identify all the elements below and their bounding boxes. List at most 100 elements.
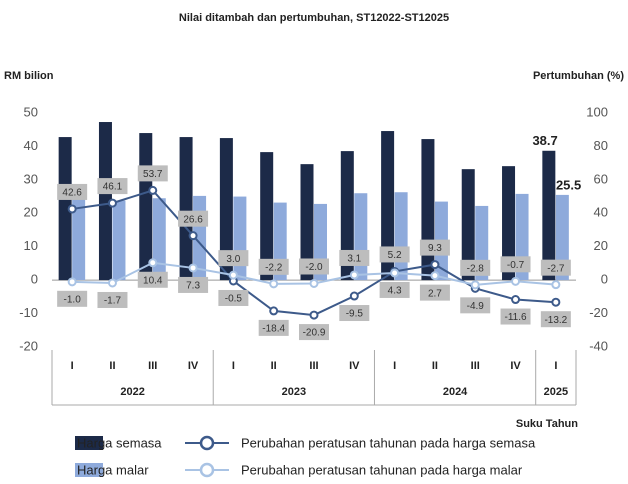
data-label: 5.2 <box>388 250 402 261</box>
bar <box>421 139 435 281</box>
line-marker <box>148 258 158 268</box>
data-label-box <box>460 259 491 276</box>
bar <box>354 193 368 281</box>
x-tick-label: II <box>432 360 438 372</box>
legend-marker <box>199 435 215 451</box>
y2-tick-label: -40 <box>589 338 608 353</box>
data-label: 10.4 <box>143 275 163 286</box>
bar <box>555 194 569 281</box>
legend-swatch <box>75 463 103 477</box>
y2-tick-label: 80 <box>594 138 608 153</box>
data-label: -2.8 <box>467 263 485 274</box>
data-label-box <box>97 178 128 195</box>
bar <box>542 150 556 281</box>
data-label-box <box>379 246 410 263</box>
x-axis-label: Suku Tahun <box>516 418 578 430</box>
data-label: 3.1 <box>347 254 361 265</box>
y-tick-label: -10 <box>19 305 38 320</box>
data-label: -2.2 <box>265 262 283 273</box>
bar <box>219 138 233 281</box>
y-tick-label: 40 <box>24 138 38 153</box>
bar-value-label: 38.7 <box>532 133 557 148</box>
data-label: 9.3 <box>428 243 442 254</box>
data-label-box <box>299 258 329 275</box>
y2-tick-label: 100 <box>586 104 608 119</box>
bar <box>340 151 354 281</box>
line-marker <box>390 268 400 278</box>
data-label-box <box>339 249 370 266</box>
bar <box>502 166 516 281</box>
line-marker <box>67 277 77 287</box>
x-tick-label: III <box>148 360 157 372</box>
data-label-box <box>218 250 249 267</box>
data-label: -9.5 <box>346 309 364 320</box>
x-tick-label: I <box>71 360 74 372</box>
x-tick-label: IV <box>349 360 360 372</box>
data-label-box <box>379 281 410 298</box>
line-marker <box>269 306 279 316</box>
y2-tick-label: 40 <box>594 205 608 220</box>
bar <box>152 198 166 281</box>
data-label-box <box>57 183 88 200</box>
x-group-label: 2024 <box>443 386 468 398</box>
x-tick-label: II <box>109 360 115 372</box>
data-label-box <box>460 297 491 314</box>
y-tick-label: 50 <box>24 104 38 119</box>
bar <box>72 198 86 281</box>
data-label-box <box>97 291 128 308</box>
bar-value-label: 25.5 <box>556 177 581 192</box>
y-tick-label: -20 <box>19 338 38 353</box>
data-label: 2.7 <box>428 288 442 299</box>
data-label: -1.7 <box>104 296 122 307</box>
line-marker <box>551 297 561 307</box>
data-label-box <box>178 210 209 227</box>
x-tick-label: III <box>471 360 480 372</box>
data-label: -0.7 <box>507 260 525 271</box>
x-tick-label: IV <box>188 360 199 372</box>
y-tick-label: 30 <box>24 171 38 186</box>
data-label: 42.6 <box>62 188 82 199</box>
data-label-box <box>218 289 249 306</box>
bar <box>300 164 314 281</box>
data-label-box <box>500 308 531 325</box>
data-label-box <box>540 259 571 276</box>
legend-swatch <box>75 436 103 450</box>
bar <box>179 137 193 281</box>
legend-label: Harga semasa <box>77 435 162 450</box>
bar <box>233 196 247 281</box>
line-marker <box>430 260 440 270</box>
data-label-box <box>339 305 370 322</box>
data-label: 4.3 <box>388 286 402 297</box>
x-tick-label: I <box>393 360 396 372</box>
y2-tick-label: -20 <box>589 305 608 320</box>
x-tick-label: II <box>271 360 277 372</box>
bar <box>381 131 395 281</box>
data-label: -1.0 <box>64 294 82 305</box>
line-marker <box>228 270 238 280</box>
x-group-label: 2023 <box>282 386 306 398</box>
line-marker <box>269 279 279 289</box>
y2-axis-label: Pertumbuhan (%) <box>533 70 624 82</box>
data-label-box <box>137 165 168 182</box>
line-marker <box>349 270 359 280</box>
line-marker <box>511 276 521 286</box>
chart-title: Nilai ditambah dan pertumbuhan, ST12022-… <box>179 12 449 24</box>
line-marker <box>188 263 198 273</box>
data-label: -13.2 <box>544 315 567 326</box>
bar <box>58 137 72 281</box>
legend-label: Perubahan peratusan tahunan pada harga m… <box>241 462 523 477</box>
line-marker <box>309 278 319 288</box>
x-tick-label: IV <box>510 360 521 372</box>
data-label: -20.9 <box>303 328 326 339</box>
line-marker <box>470 280 480 290</box>
y2-tick-label: 60 <box>594 171 608 186</box>
y-tick-label: 10 <box>24 238 38 253</box>
line-marker <box>551 280 561 290</box>
data-label-box <box>178 276 209 293</box>
x-tick-label: III <box>309 360 318 372</box>
bar <box>139 133 153 281</box>
y2-tick-label: 20 <box>594 238 608 253</box>
data-label-box <box>500 256 531 273</box>
line-marker <box>349 291 359 301</box>
data-label-box <box>258 258 289 275</box>
